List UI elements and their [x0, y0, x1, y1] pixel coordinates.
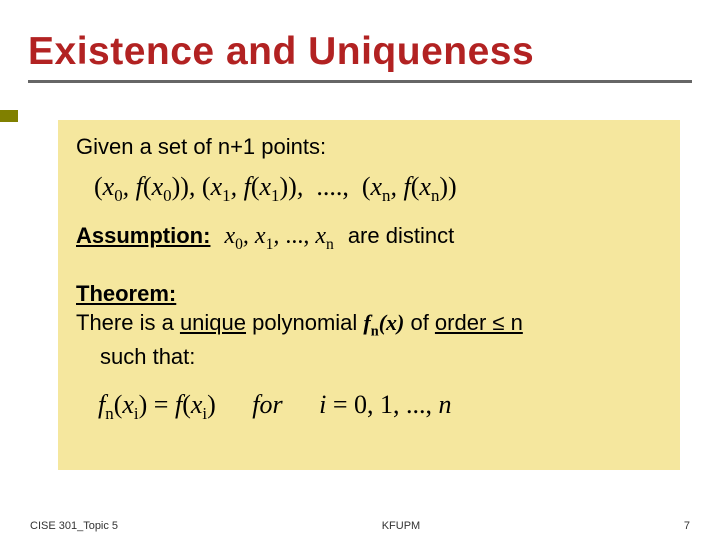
points-list-math: (x0, f(x0)), (x1, f(x1)), ...., (xn, f(x… [94, 170, 662, 207]
cond-for-word: for [252, 390, 282, 419]
title-underline [28, 80, 692, 83]
theorem-such-that: such that: [100, 342, 662, 372]
theorem-prefix: There is a [76, 310, 180, 335]
footer-left: CISE 301_Topic 5 [30, 520, 118, 532]
theorem-of: of [404, 310, 435, 335]
theorem-label: Theorem: [76, 281, 176, 306]
footer-page-number: 7 [684, 520, 690, 532]
assumption-vars-math: x0, x1, ..., xn [224, 221, 333, 255]
content-box: Given a set of n+1 points: (x0, f(x0)), … [58, 120, 680, 470]
slide-footer: CISE 301_Topic 5 KFUPM 7 [30, 520, 690, 532]
given-line: Given a set of n+1 points: [76, 132, 662, 162]
slide-title: Existence and Uniqueness [28, 30, 692, 74]
slide: Existence and Uniqueness Given a set of … [0, 0, 720, 540]
assumption-row: Assumption: x0, x1, ..., xn are distinct [76, 221, 662, 257]
theorem-block: Theorem: There is a unique polynomial fn… [76, 279, 662, 372]
interpolation-condition-math: fn(xi) = f(xi) for i = 0, 1, ..., n [98, 390, 662, 424]
assumption-tail: are distinct [348, 221, 454, 251]
title-bar: Existence and Uniqueness [28, 30, 692, 83]
footer-center: KFUPM [382, 520, 421, 532]
theorem-order: order ≤ n [435, 310, 523, 335]
theorem-mid: polynomial [246, 310, 363, 335]
theorem-poly: fn(x) [363, 310, 404, 335]
theorem-unique: unique [180, 310, 246, 335]
side-accent-tick [0, 110, 18, 122]
theorem-text: There is a unique polynomial fn(x) of or… [76, 308, 662, 342]
assumption-label: Assumption: [76, 223, 210, 248]
